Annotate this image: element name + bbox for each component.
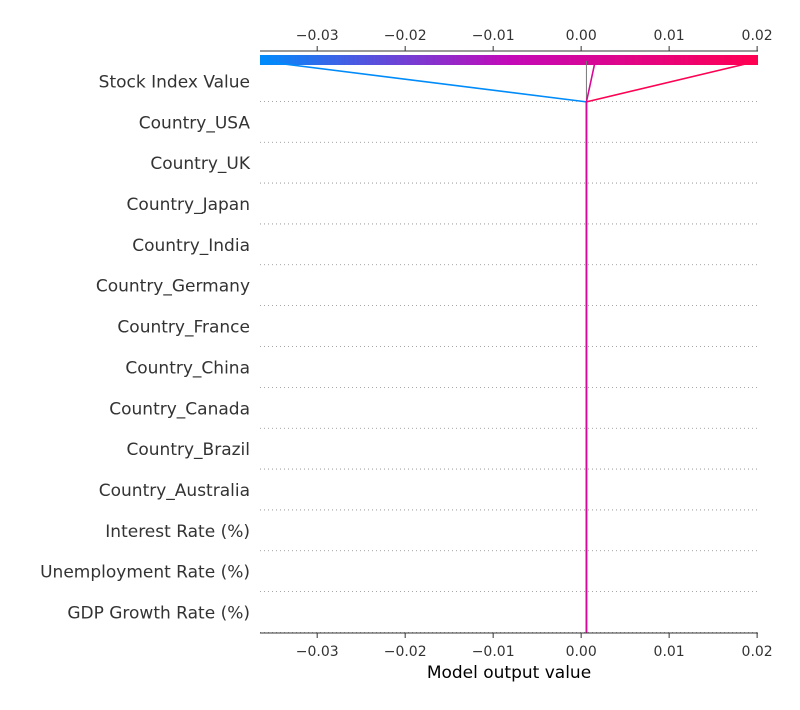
top-x-axis: −0.03 −0.02 −0.01 0.00 0.01 0.02 bbox=[260, 28, 773, 52]
top-x-axis-tick-label: −0.02 bbox=[384, 28, 427, 44]
top-x-axis-tick-label: 0.00 bbox=[566, 28, 597, 44]
feature-label: Country_Canada bbox=[109, 399, 250, 419]
feature-label: Country_France bbox=[117, 318, 250, 338]
top-x-axis-tick-label: −0.01 bbox=[472, 28, 515, 44]
feature-label: GDP Growth Rate (%) bbox=[67, 604, 250, 624]
feature-label: Interest Rate (%) bbox=[105, 522, 250, 542]
feature-labels: Stock Index Value Country_USA Country_UK Co… bbox=[40, 72, 251, 623]
feature-label: Unemployment Rate (%) bbox=[40, 563, 250, 583]
feature-label: Country_India bbox=[132, 236, 250, 256]
feature-label: Country_China bbox=[125, 358, 250, 378]
feature-label: Country_Germany bbox=[96, 277, 250, 297]
bottom-x-axis-tick-label: 0.01 bbox=[654, 644, 685, 660]
bottom-x-axis-tick-label: −0.03 bbox=[296, 644, 339, 660]
feature-label: Stock Index Value bbox=[99, 72, 250, 92]
color-bar bbox=[260, 55, 758, 65]
decision-line-3 bbox=[585, 60, 597, 633]
feature-label: Country_Brazil bbox=[127, 440, 250, 460]
top-x-axis-tick-label: −0.03 bbox=[296, 28, 339, 44]
feature-label: Country_Australia bbox=[99, 481, 250, 501]
top-x-axis-tick-label: 0.01 bbox=[654, 28, 685, 44]
decision-line-1 bbox=[259, 60, 588, 633]
bottom-x-axis-tick-label: −0.01 bbox=[472, 644, 515, 660]
decision-line-2 bbox=[585, 60, 759, 633]
feature-label: Country_Japan bbox=[127, 195, 250, 215]
feature-label: Country_UK bbox=[150, 154, 250, 174]
feature-label: Country_USA bbox=[139, 113, 251, 133]
row-gridlines bbox=[260, 100, 758, 633]
top-x-axis-tick-label: 0.02 bbox=[742, 28, 773, 44]
x-axis-title: Model output value bbox=[427, 663, 591, 683]
bottom-x-axis-tick-label: 0.00 bbox=[566, 644, 597, 660]
bottom-x-axis-tick-label: −0.02 bbox=[384, 644, 427, 660]
decision-lines bbox=[259, 60, 759, 633]
bottom-x-axis: −0.03 −0.02 −0.01 0.00 0.01 0.02 bbox=[260, 632, 773, 660]
color-bar-gradient bbox=[260, 55, 758, 65]
bottom-x-axis-tick-label: 0.02 bbox=[742, 644, 773, 660]
